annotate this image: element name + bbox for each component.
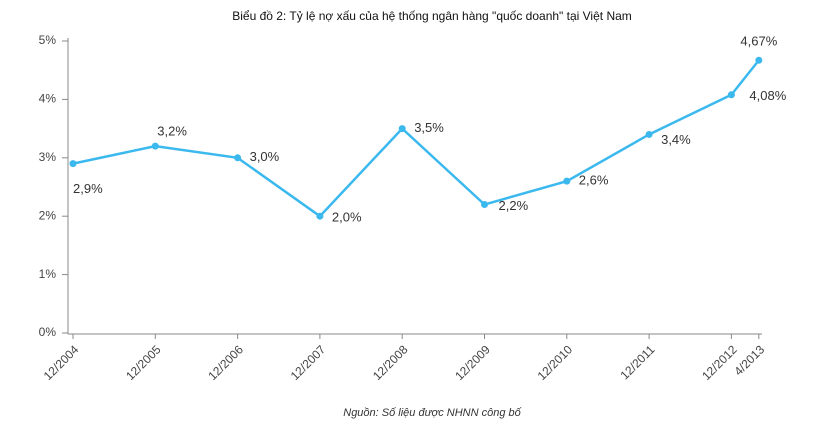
y-tick-label: 3% <box>39 150 57 164</box>
series-line <box>72 59 760 218</box>
y-tick-label: 2% <box>39 208 57 222</box>
y-tick-label: 4% <box>39 92 57 106</box>
data-point <box>481 201 488 209</box>
x-tick-label: 12/2006 <box>205 342 246 383</box>
x-tick-label: 12/2012 <box>699 342 740 383</box>
x-tick-label: 12/2007 <box>288 342 329 383</box>
x-tick-label: 4/2013 <box>731 342 767 378</box>
data-point <box>69 160 77 168</box>
x-tick-label: 12/2009 <box>452 342 493 383</box>
data-point <box>727 91 735 99</box>
data-point <box>398 125 406 133</box>
data-point <box>563 177 571 185</box>
data-point <box>755 56 763 64</box>
data-label: 4,08% <box>749 88 786 103</box>
data-point <box>316 212 324 220</box>
y-tick-label: 5% <box>39 33 57 47</box>
data-label: 2,0% <box>332 210 362 225</box>
data-label: 3,0% <box>250 149 280 164</box>
data-label: 3,2% <box>157 124 187 139</box>
y-tick-label: 0% <box>39 325 57 339</box>
chart-title: Biểu đồ 2: Tỷ lệ nợ xấu của hệ thống ngâ… <box>232 9 632 23</box>
data-label: 2,6% <box>579 173 609 188</box>
data-point <box>645 130 653 138</box>
data-label: 3,5% <box>414 120 444 135</box>
data-label: 4,67% <box>740 34 777 49</box>
x-tick-label: 12/2008 <box>370 342 411 383</box>
data-point <box>234 154 242 162</box>
data-label: 3,4% <box>661 132 691 147</box>
source-note: Nguồn: Số liệu được NHNN công bố <box>343 407 521 419</box>
x-tick-label: 12/2010 <box>535 342 576 383</box>
x-tick-label: 12/2005 <box>123 342 164 383</box>
y-tick-label: 1% <box>39 267 57 281</box>
x-tick-label: 12/2011 <box>618 342 658 382</box>
x-tick-label: 12/2004 <box>41 342 82 383</box>
data-point <box>151 142 159 150</box>
data-label: 2,9% <box>73 181 103 196</box>
data-label: 2,2% <box>499 198 529 213</box>
